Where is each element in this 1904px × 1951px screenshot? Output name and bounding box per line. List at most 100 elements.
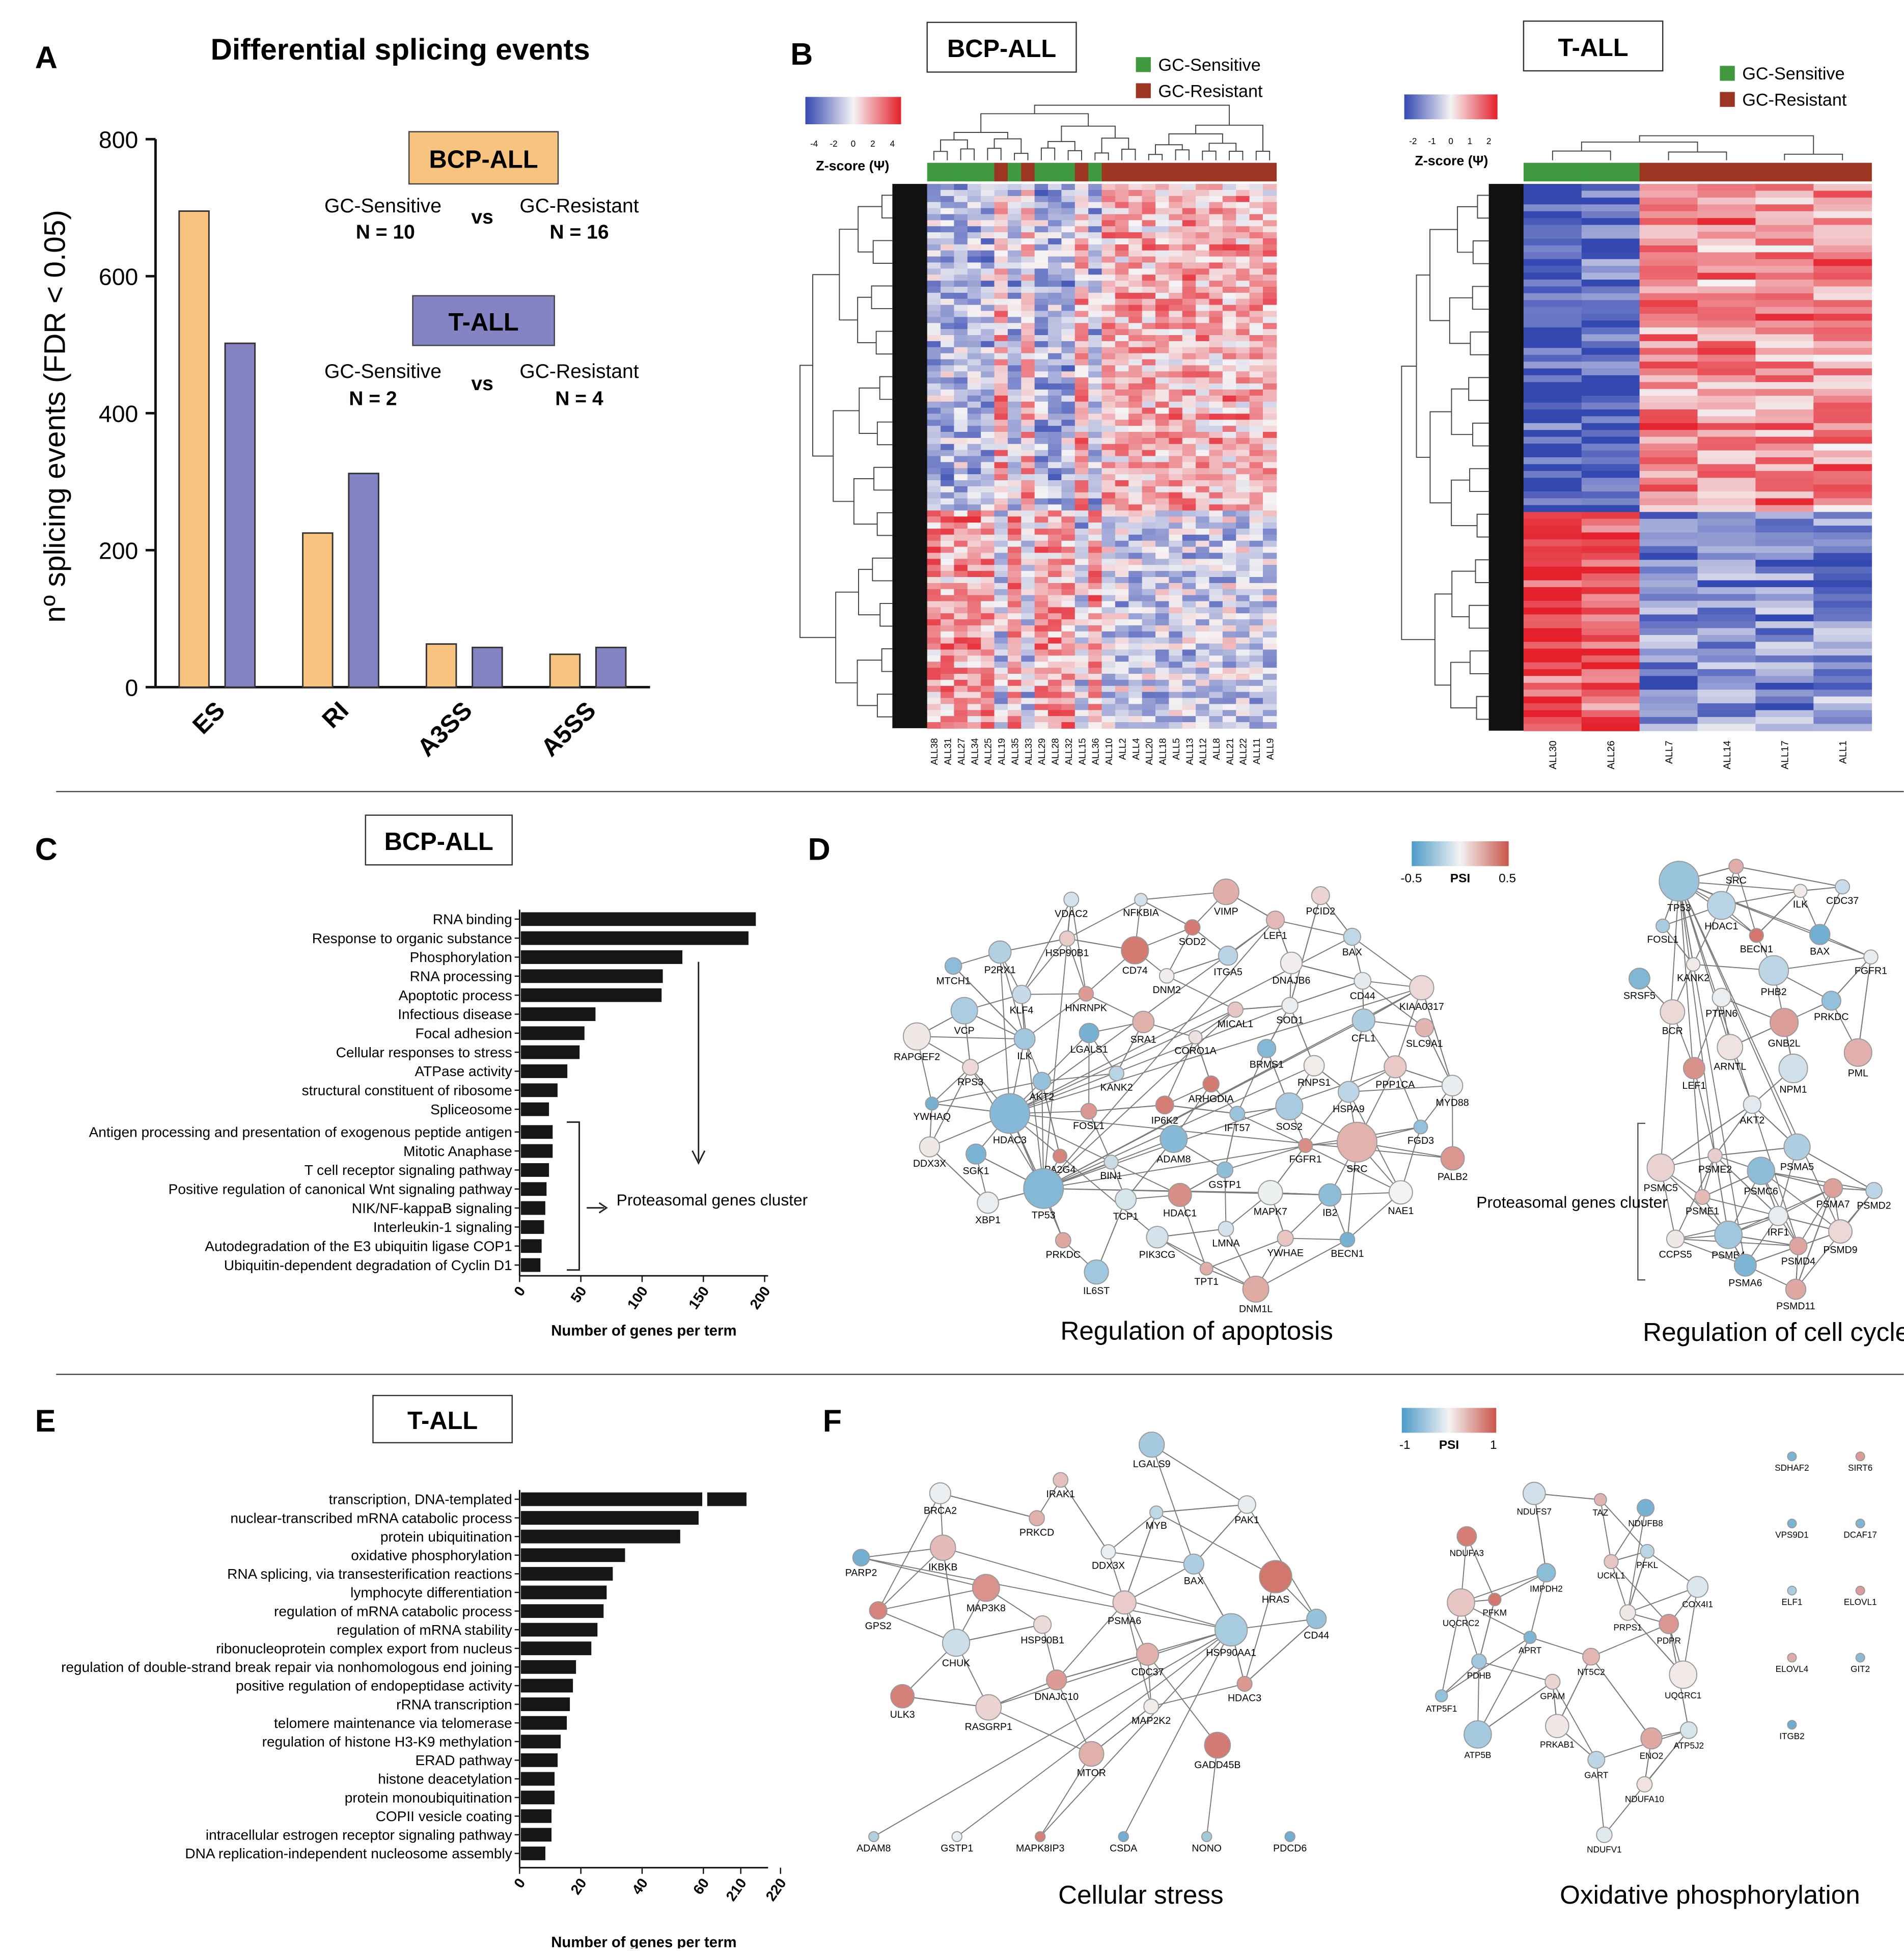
heatmap-cell: [1128, 698, 1142, 704]
heatmap-cell: [1088, 432, 1102, 438]
heatmap-cell: [1582, 444, 1640, 451]
heatmap-cell: [1021, 571, 1035, 578]
heatmap-cell: [1182, 220, 1196, 227]
heatmap-cell: [1250, 619, 1263, 626]
heatmap-cell: [995, 196, 1008, 203]
sample-label: ALL34: [969, 738, 980, 765]
heatmap-cell: [1075, 299, 1089, 306]
heatmap-cell: [1088, 686, 1102, 693]
heatmap-cell: [1035, 698, 1048, 704]
heatmap-cell: [1263, 686, 1277, 693]
heatmap-cell: [1115, 462, 1129, 469]
network-node-label: PRKCD: [1019, 1527, 1054, 1538]
heatmap-cell: [981, 638, 995, 644]
heatmap-cell: [1155, 426, 1169, 432]
heatmap-cell: [1698, 341, 1756, 348]
tall-legend-resistant-swatch: [1720, 92, 1734, 107]
heatmap-cell: [1142, 710, 1156, 717]
heatmap-cell: [1008, 698, 1022, 704]
heatmap-cell: [954, 535, 968, 541]
network-node: [1243, 1276, 1269, 1302]
heatmap-cell: [1155, 499, 1169, 505]
heatmap-cell: [1250, 365, 1263, 372]
heatmap-cell: [1048, 662, 1062, 668]
heatmap-cell: [1008, 311, 1022, 318]
network-node-label: CDC37: [1826, 895, 1859, 906]
heatmap-cell: [1196, 407, 1209, 414]
network-node: [1200, 1262, 1213, 1275]
heatmap-cell: [1075, 716, 1089, 723]
network-node: [1659, 1614, 1678, 1634]
heatmap-cell: [1223, 716, 1236, 723]
heatmap-cell: [927, 360, 941, 366]
heatmap-cell: [1128, 638, 1142, 644]
heatmap-cell: [1155, 390, 1169, 396]
heatmap-cell: [1102, 335, 1116, 342]
heatmap-cell: [1263, 595, 1277, 602]
sample-label: ALL15: [1077, 738, 1087, 765]
heatmap-cell: [1640, 594, 1698, 601]
heatmap-cell: [995, 456, 1008, 462]
hbar-category-label: oxidative phosphorylation: [351, 1547, 512, 1563]
heatmap-cell: [1236, 190, 1250, 197]
heatmap-cell: [1209, 644, 1223, 650]
heatmap-cell: [1115, 251, 1129, 257]
heatmap-cell: [1640, 573, 1698, 581]
heatmap-cell: [968, 353, 981, 360]
network-node-label: HDAC1: [1704, 921, 1738, 932]
heatmap-cell: [1236, 281, 1250, 287]
heatmap-cell: [1048, 244, 1062, 251]
heatmap-cell: [1155, 251, 1169, 257]
heatmap-cell: [1075, 535, 1089, 541]
heatmap-cell: [1088, 601, 1102, 608]
heatmap-cell: [1169, 595, 1182, 602]
heatmap-cell: [1128, 710, 1142, 717]
heatmap-cell: [954, 347, 968, 354]
heatmap-cell: [1813, 717, 1872, 724]
heatmap-cell: [981, 287, 995, 293]
heatmap-cell: [954, 565, 968, 571]
heatmap-cell: [1048, 644, 1062, 650]
network-node: [1713, 988, 1731, 1007]
network-node: [1441, 1147, 1465, 1170]
network-node: [1442, 1075, 1463, 1096]
heatmap-cell: [1102, 674, 1116, 680]
heatmap-cell: [1250, 414, 1263, 420]
network-node-label: SRSF5: [1623, 991, 1655, 1002]
heatmap-cell: [1640, 252, 1698, 259]
network-node-label: CFL1: [1351, 1033, 1376, 1044]
heatmap-cell: [1209, 450, 1223, 457]
heatmap-cell: [1582, 478, 1640, 485]
heatmap-cell: [981, 420, 995, 426]
heatmap-cell: [1088, 499, 1102, 505]
heatmap-cell: [1223, 613, 1236, 620]
network-node: [1299, 1139, 1312, 1152]
zscore-tick: -1: [1428, 136, 1436, 146]
heatmap-cell: [1196, 541, 1209, 547]
heatmap-cell: [968, 716, 981, 723]
heatmap-cell: [1115, 383, 1129, 390]
heatmap-cell: [941, 510, 954, 517]
heatmap-cell: [1182, 305, 1196, 312]
tall-vs: vs: [471, 373, 493, 395]
hbar-bar: [521, 1239, 542, 1253]
heatmap-cell: [1102, 317, 1116, 323]
heatmap-cell: [1223, 371, 1236, 378]
heatmap-cell: [1209, 220, 1223, 227]
heatmap-cell: [1524, 266, 1582, 273]
heatmap-cell: [1142, 232, 1156, 239]
heatmap-cell: [1524, 232, 1582, 239]
heatmap-cell: [1196, 232, 1209, 239]
heatmap-cell: [1021, 390, 1035, 396]
heatmap-cell: [927, 438, 941, 445]
heatmap-cell: [1182, 251, 1196, 257]
heatmap-cell: [1169, 444, 1182, 451]
heatmap-cell: [1196, 649, 1209, 656]
heatmap-cell: [1155, 692, 1169, 699]
heatmap-cell: [954, 232, 968, 239]
heatmap-cell: [954, 299, 968, 306]
heatmap-cell: [1102, 305, 1116, 312]
heatmap-cell: [1155, 347, 1169, 354]
heatmap-cell: [995, 662, 1008, 668]
heatmap-cell: [995, 595, 1008, 602]
